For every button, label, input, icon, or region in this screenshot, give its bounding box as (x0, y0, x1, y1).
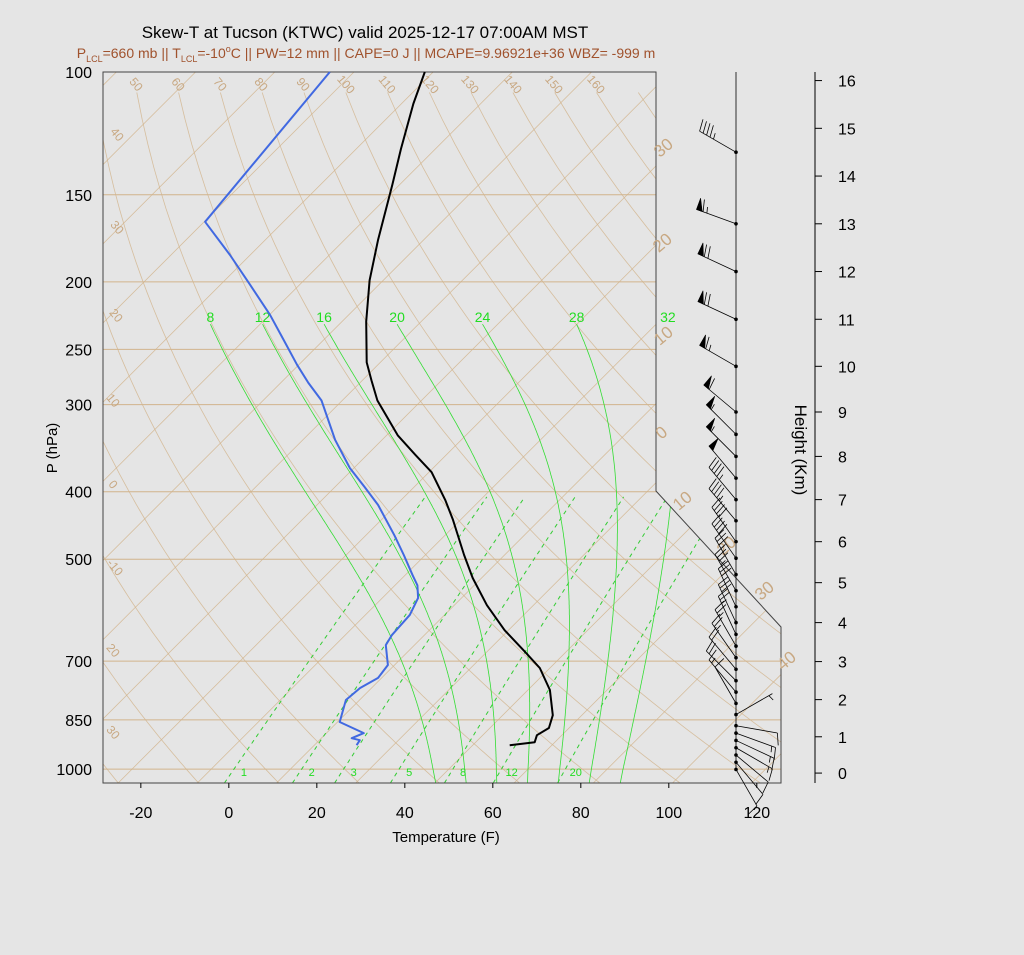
wind-barb-dot (734, 573, 738, 577)
y2-tick-label: 2 (838, 693, 847, 710)
wind-barb-dot (734, 476, 738, 480)
subtitle-part: P (77, 45, 86, 61)
y2-tick-label: 1 (838, 730, 847, 747)
y2-tick-label: 15 (838, 121, 856, 138)
wind-barb-dot (734, 702, 738, 706)
moist-adiabat-label: 20 (389, 309, 405, 325)
wind-barb-dot (734, 519, 738, 523)
moist-adiabat-label: 8 (206, 309, 214, 325)
x-tick-label: 0 (224, 805, 233, 822)
wind-barb-dot (734, 589, 738, 593)
wind-barb-dot (734, 433, 738, 437)
wind-barb-dot (734, 667, 738, 671)
y2-tick-label: 14 (838, 169, 856, 186)
x-tick-label: 60 (484, 805, 502, 822)
y2-tick-label: 3 (838, 655, 847, 672)
mixing-ratio-label: 2 (309, 767, 315, 779)
y2-tick-label: 10 (838, 359, 856, 376)
y-tick-label: 100 (65, 65, 92, 82)
subtitle-part: =-10 (197, 45, 226, 61)
wind-barb-dot (734, 605, 738, 609)
wind-barb-dot (734, 753, 738, 757)
subtitle-part: C || PW=12 mm || CAPE=0 J || MCAPE=9.969… (231, 45, 656, 61)
y2-tick-label: 4 (838, 616, 847, 633)
y-tick-label: 300 (65, 398, 92, 415)
x-tick-label: 20 (308, 805, 326, 822)
wind-barb-dot (734, 760, 738, 764)
mixing-ratio-label: 20 (570, 767, 582, 779)
y2-tick-label: 0 (838, 766, 847, 783)
subtitle-part: =660 mb || T (103, 45, 182, 61)
y-tick-label: 250 (65, 342, 92, 359)
y2-tick-label: 16 (838, 74, 856, 91)
x-tick-label: 40 (396, 805, 414, 822)
y2-tick-label: 9 (838, 405, 847, 422)
y2-tick-label: 12 (838, 265, 856, 282)
moist-adiabat-label: 32 (660, 309, 676, 325)
wind-barb-dot (734, 644, 738, 648)
moist-adiabat-label: 16 (316, 309, 332, 325)
wind-barb-dot (734, 724, 738, 728)
wind-barb-dot (734, 498, 738, 502)
wind-barb-dot (734, 455, 738, 459)
wind-barb-dot (734, 731, 738, 735)
mixing-ratio-label: 3 (351, 767, 357, 779)
y2-tick-label: 8 (838, 449, 847, 466)
wind-barb-dot (734, 739, 738, 743)
y-tick-label: 850 (65, 713, 92, 730)
y-tick-label: 500 (65, 552, 92, 569)
wind-barb-dot (734, 270, 738, 274)
y2-tick-label: 11 (838, 312, 855, 329)
subtitle-part: LCL (86, 54, 103, 64)
y-axis-label: P (hPa) (44, 423, 61, 474)
wind-barb-dot (734, 150, 738, 154)
mixing-ratio-label: 5 (406, 767, 412, 779)
wind-barb-dot (734, 222, 738, 226)
wind-barb-dot (734, 679, 738, 683)
wind-barb-dot (734, 746, 738, 750)
wind-barb-dot (734, 768, 738, 772)
wind-barb-dot (734, 540, 738, 544)
chart-title: Skew-T at Tucson (KTWC) valid 2025-12-17… (142, 23, 589, 42)
wind-barb-dot (734, 556, 738, 560)
wind-barb-dot (734, 317, 738, 321)
wind-barb-dot (734, 365, 738, 369)
y-tick-label: 400 (65, 485, 92, 502)
y2-tick-label: 6 (838, 535, 847, 552)
x-tick-label: 120 (743, 805, 770, 822)
x-axis-label: Temperature (F) (392, 829, 500, 846)
moist-adiabat-label: 28 (569, 309, 585, 325)
moist-adiabat-label: 24 (475, 309, 491, 325)
y2-tick-label: 7 (838, 493, 847, 510)
y-tick-label: 150 (65, 188, 92, 205)
y-tick-label: 1000 (56, 762, 92, 779)
mixing-ratio-label: 12 (506, 767, 518, 779)
wind-barb-dot (734, 633, 738, 637)
mixing-ratio-label: 8 (460, 767, 466, 779)
subtitle-part: LCL (181, 54, 198, 64)
x-tick-label: -20 (129, 805, 152, 822)
y2-axis-label: Height (Km) (791, 405, 810, 496)
wind-barb-dot (734, 621, 738, 625)
x-tick-label: 100 (655, 805, 682, 822)
x-tick-label: 80 (572, 805, 590, 822)
y-tick-label: 700 (65, 654, 92, 671)
wind-barb-dot (734, 656, 738, 660)
mixing-ratio-label: 1 (241, 767, 247, 779)
y2-tick-label: 13 (838, 217, 856, 234)
wind-barb-dot (734, 690, 738, 694)
wind-barb-dot (734, 410, 738, 414)
wind-barb-dot (734, 713, 738, 717)
y-tick-label: 200 (65, 275, 92, 292)
y2-tick-label: 5 (838, 576, 847, 593)
